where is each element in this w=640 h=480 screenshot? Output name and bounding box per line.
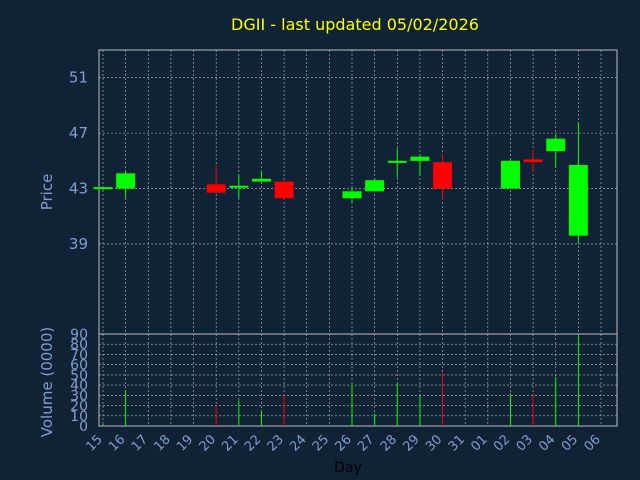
day-tick-label: 21 xyxy=(219,432,241,454)
day-tick-label: 01 xyxy=(468,432,490,454)
price-tick-label: 39 xyxy=(69,235,88,253)
candle-body xyxy=(251,178,271,182)
volume-tick-label: 10 xyxy=(70,409,88,425)
candle-body xyxy=(342,191,362,199)
day-tick-label: 19 xyxy=(174,432,196,454)
x-axis-label: Day xyxy=(334,460,362,476)
day-tick-label: 27 xyxy=(355,432,377,454)
volume-series xyxy=(102,336,579,426)
day-tick-label: 28 xyxy=(378,432,400,454)
candle-body xyxy=(546,138,566,152)
volume-tick-label: 20 xyxy=(70,399,88,415)
candle-body xyxy=(387,160,407,163)
day-tick-label: 04 xyxy=(536,432,558,454)
day-tick-label: 26 xyxy=(333,432,355,454)
day-tick-label: 05 xyxy=(559,432,581,454)
day-tick-label: 16 xyxy=(106,432,128,454)
day-tick-label: 20 xyxy=(197,432,219,454)
candle-body xyxy=(116,173,136,189)
day-tick-label: 25 xyxy=(310,432,332,454)
x-axis: 15 16 17 18 19 20 21 22 23 24 25 26 27 28 29 30 31 01 02 03… xyxy=(84,432,604,454)
price-axis-label: Price xyxy=(38,174,56,211)
candlestick-series xyxy=(93,122,588,244)
volume-tick-label: 60 xyxy=(70,358,88,374)
candle-body xyxy=(410,156,430,161)
volume-tick-label: 40 xyxy=(70,378,88,394)
day-tick-label: 06 xyxy=(582,432,604,454)
price-tick-label: 51 xyxy=(69,69,88,87)
candle-body xyxy=(365,180,385,192)
candle-body xyxy=(500,160,520,189)
price-tick-label: 43 xyxy=(69,180,88,198)
volume-tick-label: 50 xyxy=(70,368,88,384)
volume-tick-label: 30 xyxy=(70,388,88,404)
day-tick-label: 02 xyxy=(491,432,513,454)
day-tick-label: 18 xyxy=(151,432,173,454)
day-tick-label: 24 xyxy=(287,432,309,454)
volume-tick-label: 90 xyxy=(70,327,88,343)
candle-body xyxy=(229,185,249,188)
day-tick-label: 23 xyxy=(265,432,287,454)
candle-body xyxy=(433,162,453,189)
price-axis: 39 43 47 51 xyxy=(69,69,88,253)
candle-body xyxy=(206,184,226,193)
day-tick-label: 29 xyxy=(400,432,422,454)
day-tick-label: 31 xyxy=(446,432,468,454)
day-tick-label: 30 xyxy=(423,432,445,454)
grid-lines xyxy=(99,50,617,427)
day-tick-label: 17 xyxy=(129,432,151,454)
volume-tick-label: 70 xyxy=(70,347,88,363)
volume-tick-label: 80 xyxy=(70,337,88,353)
day-tick-label: 15 xyxy=(84,432,106,454)
price-tick-label: 47 xyxy=(69,124,88,142)
candle-body xyxy=(93,187,113,190)
volume-panel-frame xyxy=(98,333,618,427)
chart-title: DGII - last updated 05/02/2026 xyxy=(231,15,479,34)
day-tick-label: 22 xyxy=(242,432,264,454)
volume-tick-label: 0 xyxy=(79,419,88,435)
volume-axis-label: Volume (0000) xyxy=(38,327,56,437)
candle-body xyxy=(274,181,294,199)
candle-body xyxy=(568,164,588,236)
day-tick-label: 03 xyxy=(514,432,536,454)
candle-body xyxy=(523,159,543,163)
